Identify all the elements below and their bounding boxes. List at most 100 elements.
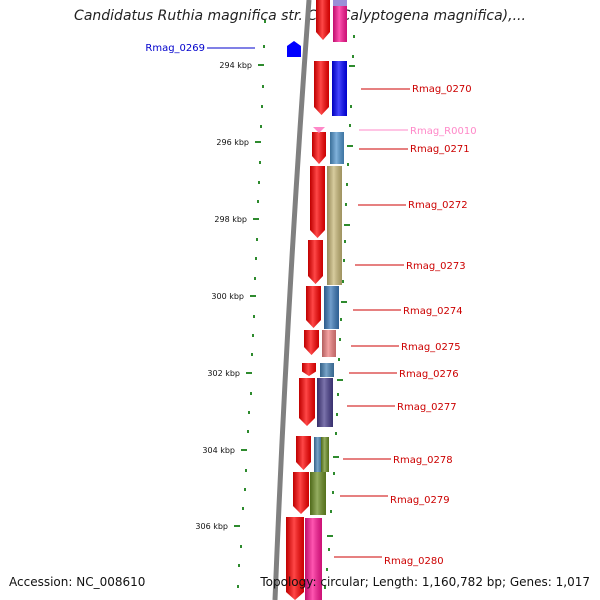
scale-mark-306: 306 kbp: [195, 522, 240, 531]
minor-tick: [326, 568, 328, 571]
forward-gene-6-shade: [306, 286, 321, 328]
minor-tick: [250, 392, 252, 395]
forward-gene-10: [296, 436, 311, 470]
map-title: Candidatus Ruthia magnifica str. Cm (Cal…: [74, 8, 526, 24]
cog-segment-8: [317, 378, 333, 427]
minor-tick: [339, 338, 341, 341]
cog-segment-1: [333, 0, 347, 42]
forward-gene-2-shade: [314, 61, 329, 115]
forward-strand-track: [286, 0, 330, 600]
scale-mark-300: 300 kbp: [211, 292, 256, 301]
scale-label: 306 kbp: [195, 522, 228, 531]
minor-tick: [342, 280, 344, 283]
gene-label-text[interactable]: Rmag_0272: [408, 200, 468, 211]
gene-label-Rmag_0277[interactable]: Rmag_0277: [347, 402, 457, 413]
gene-label-Rmag_0272[interactable]: Rmag_0272: [358, 200, 468, 211]
minor-tick: [248, 411, 250, 414]
scale-mark-294: 294 kbp: [219, 61, 264, 70]
gene-label-Rmag_0269[interactable]: Rmag_0269: [145, 43, 255, 54]
forward-gene-11-shade: [293, 472, 309, 514]
gene-label-text[interactable]: Rmag_0275: [401, 342, 461, 353]
cog-segment-3: [330, 132, 344, 164]
gene-label-text[interactable]: Rmag_0274: [403, 306, 463, 317]
forward-gene-12: [286, 517, 304, 600]
minor-tick: [245, 469, 247, 472]
cog-segment-shade: [317, 378, 333, 427]
minor-tick: [347, 163, 349, 166]
major-tick-right: [341, 301, 347, 303]
gene-label-Rmag_0280[interactable]: Rmag_0280: [334, 556, 444, 567]
minor-tick: [344, 240, 346, 243]
gene-label-Rmag_0278[interactable]: Rmag_0278: [343, 455, 453, 466]
scale-mark-298: 298 kbp: [214, 215, 259, 224]
gene-label-text[interactable]: Rmag_0279: [390, 495, 450, 506]
gene-label-text[interactable]: Rmag_R0010: [410, 126, 477, 137]
rna-gene-marker: [313, 127, 325, 133]
cog-segment-5: [324, 286, 339, 329]
minor-tick: [349, 124, 351, 127]
gene-label-text[interactable]: Rmag_0276: [399, 369, 459, 380]
minor-tick: [345, 203, 347, 206]
minor-tick: [328, 548, 330, 551]
gene-label-Rmag_0270[interactable]: Rmag_0270: [361, 84, 472, 95]
minor-tick: [324, 586, 326, 589]
minor-tick: [343, 259, 345, 262]
minor-tick: [346, 183, 348, 186]
forward-gene-8: [302, 363, 316, 376]
gene-label-text[interactable]: Rmag_0269: [145, 43, 205, 54]
minor-tick: [261, 105, 263, 108]
forward-gene-1-shade: [316, 0, 330, 40]
cog-segment-2: [332, 61, 347, 116]
scale-mark-302: 302 kbp: [207, 369, 252, 378]
gene-label-text[interactable]: Rmag_0278: [393, 455, 453, 466]
forward-gene-9-shade: [299, 378, 315, 426]
gene-label-Rmag_0276[interactable]: Rmag_0276: [349, 369, 459, 380]
gene-label-text[interactable]: Rmag_0273: [406, 261, 466, 272]
cog-segment-shade: [332, 61, 347, 116]
minor-tick: [332, 491, 334, 494]
gene-label-text[interactable]: Rmag_0271: [410, 144, 470, 155]
gene-label-Rmag_0279[interactable]: Rmag_0279: [340, 495, 450, 506]
cog-segment-shade: [305, 518, 322, 600]
scale-ticks: 294 kbp 296 kbp 298 kbp 300 kbp 302 kbp 304 k…: [195, 20, 355, 589]
cog-segment-top: [333, 0, 347, 6]
minor-tick: [237, 585, 239, 588]
left-gene-marker: [287, 41, 301, 57]
gene-label-text[interactable]: Rmag_0270: [412, 84, 472, 95]
minor-tick: [258, 181, 260, 184]
cog-color-track: [305, 0, 347, 600]
minor-tick: [251, 353, 253, 356]
scale-label: 300 kbp: [211, 292, 244, 301]
gene-label-text[interactable]: Rmag_0280: [384, 556, 444, 567]
accession-text: Accession: NC_008610: [9, 575, 146, 589]
forward-gene-1: [316, 0, 330, 40]
forward-gene-7: [304, 330, 319, 355]
minor-tick: [259, 161, 261, 164]
minor-tick: [340, 318, 342, 321]
gene-label-Rmag_0271[interactable]: Rmag_0271: [359, 144, 470, 155]
gene-label-Rmag_0274[interactable]: Rmag_0274: [353, 306, 463, 317]
gene-label-Rmag_0275[interactable]: Rmag_0275: [351, 342, 461, 353]
cog-segment-9: [314, 437, 322, 472]
major-tick-right: [337, 379, 343, 381]
scale-label: 294 kbp: [219, 61, 252, 70]
minor-tick: [242, 507, 244, 510]
forward-gene-4: [310, 166, 325, 238]
scale-mark-296: 296 kbp: [216, 138, 261, 147]
minor-tick: [257, 200, 259, 203]
cog-segment-shade: [314, 437, 322, 472]
major-tick-right: [344, 224, 350, 226]
minor-tick: [330, 510, 332, 513]
gene-label-Rmag_0273[interactable]: Rmag_0273: [355, 261, 466, 272]
forward-gene-4-shade: [310, 166, 325, 238]
scale-mark-304: 304 kbp: [202, 446, 247, 455]
forward-gene-2: [314, 61, 329, 115]
minor-tick: [247, 430, 249, 433]
minor-tick: [262, 85, 264, 88]
gene-label-Rmag_R0010[interactable]: Rmag_R0010: [359, 126, 477, 137]
minor-tick: [238, 564, 240, 567]
cog-segment-7: [320, 363, 334, 377]
gene-label-text[interactable]: Rmag_0277: [397, 402, 457, 413]
minor-tick: [337, 393, 339, 396]
major-tick-right: [347, 145, 353, 147]
